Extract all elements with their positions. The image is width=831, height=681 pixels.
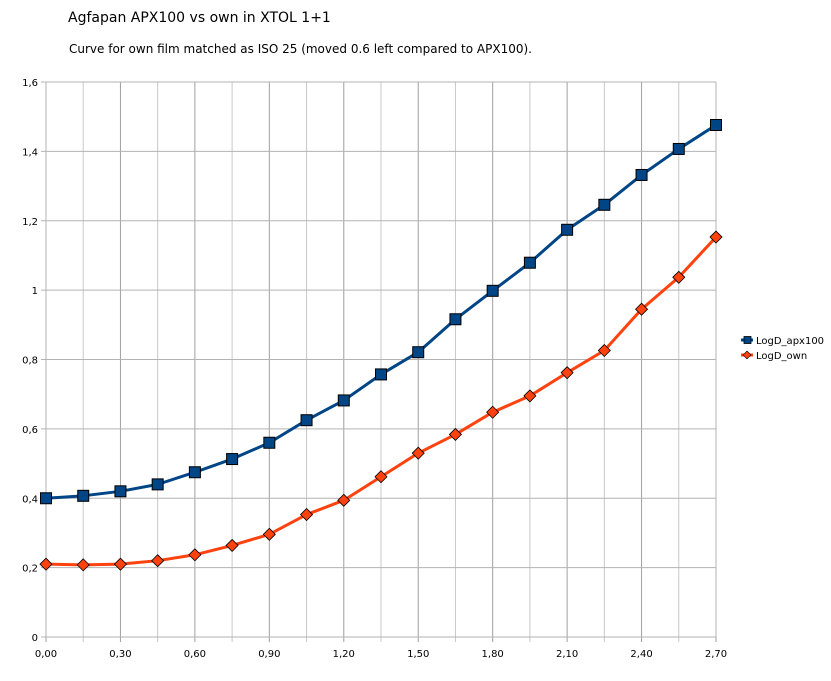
data-point-diamond <box>39 557 53 571</box>
chart-subtitle: Curve for own film matched as ISO 25 (mo… <box>69 42 532 56</box>
x-tick-label: 0,90 <box>258 649 280 660</box>
data-point-diamond <box>411 446 425 460</box>
data-point-diamond <box>225 538 239 552</box>
legend-square-icon <box>743 336 752 344</box>
data-point-square <box>412 346 425 359</box>
data-point-diamond <box>523 389 537 403</box>
data-point-square <box>635 168 648 181</box>
data-point-diamond <box>113 557 128 571</box>
legend-item: LogD_own <box>741 350 807 362</box>
y-tick-label: 1,2 <box>22 217 38 228</box>
x-tick-label: 0,30 <box>109 649 131 660</box>
y-tick-label: 0 <box>32 633 38 644</box>
x-tick-label: 2,10 <box>556 649 578 660</box>
legend-label: LogD_apx100 <box>756 336 824 347</box>
grid-lines <box>41 81 717 642</box>
y-tick-label: 0,8 <box>22 356 38 367</box>
data-point-square <box>40 492 52 505</box>
data-point-diamond <box>374 470 388 484</box>
data-point-diamond <box>76 558 90 572</box>
chart-title: Agfapan APX100 vs own in XTOL 1+1 <box>68 10 331 26</box>
y-tick-label: 0,4 <box>22 494 38 505</box>
data-point-square <box>598 198 611 211</box>
legend-item: LogD_apx100 <box>741 336 824 347</box>
data-point-square <box>226 453 239 466</box>
data-point-square <box>77 489 90 502</box>
data-point-square <box>561 223 574 236</box>
data-point-square <box>300 414 313 427</box>
data-point-diamond <box>672 270 686 284</box>
series-LogD_apx100 <box>40 119 722 505</box>
data-point-diamond <box>709 230 723 244</box>
series-LogD_own <box>39 230 723 572</box>
data-point-square <box>672 142 685 155</box>
x-tick-label: 1,80 <box>482 649 504 660</box>
data-point-square <box>114 485 127 498</box>
data-point-diamond <box>448 427 463 441</box>
data-point-diamond <box>486 405 500 419</box>
data-point-square <box>449 313 462 326</box>
data-point-square <box>486 284 499 297</box>
y-tick-label: 1,6 <box>22 78 38 89</box>
x-tick-label: 2,40 <box>630 649 652 660</box>
x-tick-label: 1,20 <box>333 649 355 660</box>
data-point-square <box>710 119 722 132</box>
data-point-diamond <box>188 548 202 562</box>
data-point-diamond <box>299 507 314 522</box>
legend-label: LogD_own <box>756 351 807 362</box>
y-tick-label: 1,4 <box>22 147 38 158</box>
y-tick-label: 1 <box>32 286 38 297</box>
data-point-square <box>188 466 201 479</box>
data-point-square <box>523 256 536 269</box>
series-group <box>39 119 723 572</box>
y-tick-label: 0,2 <box>22 564 38 575</box>
data-point-square <box>375 368 387 381</box>
data-point-square <box>337 394 350 407</box>
legend: LogD_apx100 LogD_own <box>741 336 824 362</box>
data-point-diamond <box>634 302 649 316</box>
data-point-diamond <box>151 554 165 568</box>
data-point-diamond <box>597 343 611 358</box>
data-point-square <box>263 436 276 449</box>
data-point-diamond <box>337 493 351 507</box>
data-point-square <box>151 478 164 491</box>
x-axis-ticks: 0,00 0,30 0,60 0,90 1,20 1,50 1,80 2,10 2,40 2,70 <box>35 649 727 660</box>
x-tick-label: 1,50 <box>407 649 429 660</box>
x-tick-label: 0,60 <box>184 649 206 660</box>
y-tick-label: 0,6 <box>22 425 38 436</box>
axes <box>45 81 717 638</box>
legend-diamond-icon <box>742 350 752 360</box>
y-axis-ticks: 0 0,2 0,4 0,6 0,8 1 1,2 1,4 1,6 <box>22 78 38 644</box>
data-point-diamond <box>262 527 276 541</box>
x-tick-label: 2,70 <box>705 649 727 660</box>
data-point-diamond <box>560 366 574 380</box>
x-tick-label: 0,00 <box>35 649 57 660</box>
